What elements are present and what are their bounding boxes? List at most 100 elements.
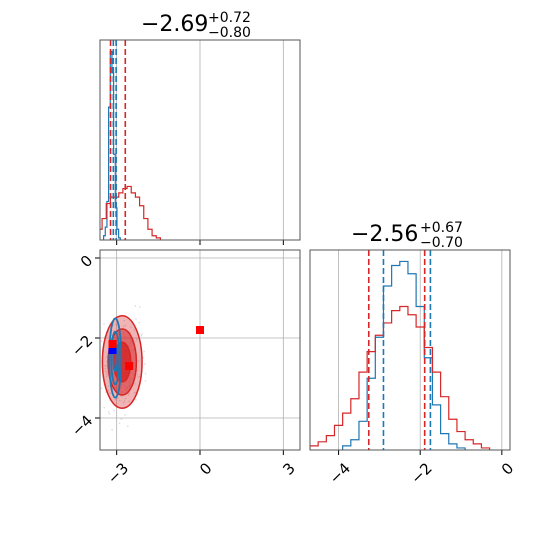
bottom-left-sample-point	[115, 324, 117, 326]
bottom-left-marker-1	[108, 340, 117, 348]
bottom-left-sample-point	[107, 385, 110, 387]
bottom-left-sample-point	[105, 365, 108, 367]
bottom-left-sample-point	[136, 369, 139, 372]
bottom-right-frame	[309, 249, 511, 451]
bottom-left-sample-point	[124, 324, 127, 327]
bottom-left-marker-3	[196, 326, 204, 334]
bottom-left-blue-contour-0	[108, 317, 123, 399]
bottom-left-sample-point	[136, 338, 138, 340]
bottom-left-sample-point	[122, 325, 125, 328]
bottom-left-sample-point	[134, 305, 137, 307]
bottom-left-sample-point	[105, 371, 108, 374]
bottom-left-sample-point	[123, 414, 126, 416]
bottom-left-ytick-label: −2	[68, 332, 96, 360]
bottom-left-sample-point	[107, 411, 110, 413]
bottom-left-sample-point	[127, 394, 130, 396]
bottom-left-ytick-label: −4	[68, 412, 96, 440]
bottom-left-sample-point	[135, 340, 137, 342]
bottom-left-sample-point	[130, 326, 132, 329]
bottom-left-sample-point	[109, 392, 112, 394]
bottom-right-xtick-label: −2	[407, 459, 435, 487]
bottom-left-plot-area	[97, 305, 204, 431]
bottom-left-frame	[99, 249, 301, 451]
bottom-left-sample-point	[114, 398, 117, 401]
bottom-left-sample-point	[118, 422, 121, 425]
bottom-right-series-0	[342, 260, 466, 450]
top-left-title-sup: +0.72	[208, 10, 251, 26]
bottom-left-sample-point	[106, 356, 108, 359]
bottom-left-sample-point	[133, 329, 136, 331]
bottom-left-sample-point	[106, 373, 109, 376]
bottom-left-sample-point	[122, 401, 125, 404]
bottom-left-sample-point	[103, 322, 105, 325]
bottom-right-xtick-label: 0	[498, 459, 517, 478]
bottom-right-title: −2.56 +0.67 −0.70	[351, 220, 463, 251]
bottom-left-sample-point	[144, 363, 146, 365]
bottom-left-sample-point	[144, 372, 147, 375]
bottom-left-sample-point	[120, 395, 123, 398]
top-left-title: −2.69 +0.72 −0.80	[141, 10, 251, 41]
bottom-left-sample-point	[108, 413, 111, 415]
bottom-left-sample-point	[126, 425, 129, 428]
bottom-left-sample-point	[119, 399, 121, 402]
top-left-frame	[99, 39, 301, 241]
bottom-left-sample-point	[112, 330, 115, 332]
bottom-left-sample-point	[140, 334, 143, 337]
bottom-left-sample-point	[128, 400, 130, 402]
bottom-left-sample-point	[123, 319, 126, 322]
bottom-left-sample-point	[103, 406, 106, 409]
bottom-right-xtick-label: −4	[326, 459, 354, 487]
bottom-left-sample-point	[137, 360, 140, 362]
bottom-right-histogram-panel: −4 −2 0	[309, 249, 517, 488]
bottom-left-sample-point	[111, 428, 113, 431]
bottom-left-sample-point	[133, 391, 136, 394]
bottom-right-title-sup: +0.67	[420, 220, 463, 236]
bottom-left-sample-point	[141, 333, 143, 335]
bottom-left-sample-point	[117, 397, 119, 399]
bottom-left-sample-point	[107, 389, 110, 391]
bottom-left-sample-point	[104, 370, 107, 372]
bottom-left-sample-point	[111, 334, 113, 336]
bottom-left-sample-point	[135, 318, 137, 320]
bottom-left-ytick-label: 0	[77, 252, 96, 271]
bottom-left-sample-point	[135, 399, 137, 401]
bottom-left-sample-point	[134, 383, 136, 385]
bottom-left-sample-point	[136, 373, 139, 376]
bottom-left-sample-point	[105, 375, 108, 378]
bottom-left-sample-point	[144, 380, 147, 382]
top-left-plot-area	[100, 40, 162, 240]
top-left-histogram-panel	[99, 39, 301, 245]
bottom-left-sample-point	[104, 364, 106, 367]
bottom-right-title-main: −2.56	[351, 222, 418, 247]
bottom-left-sample-point	[98, 398, 100, 400]
bottom-left-sample-point	[138, 375, 141, 378]
bottom-left-xtick-label: 0	[196, 459, 215, 478]
bottom-right-title-sub: −0.70	[420, 235, 463, 251]
bottom-left-marker-0	[108, 346, 117, 354]
bottom-left-sample-point	[97, 377, 99, 379]
bottom-left-sample-point	[106, 360, 108, 363]
bottom-right-series-1	[310, 305, 491, 450]
bottom-left-contour-panel: −3 0 3 0 −2 −4	[68, 249, 301, 488]
bottom-left-sample-point	[113, 409, 115, 412]
bottom-right-plot-area	[310, 250, 491, 450]
bottom-left-xtick-label: 3	[279, 459, 298, 478]
bottom-left-marker-2	[125, 362, 134, 370]
bottom-left-sample-point	[128, 392, 131, 395]
bottom-left-sample-point	[124, 397, 127, 400]
bottom-left-sample-point	[100, 340, 103, 342]
bottom-left-sample-point	[143, 350, 145, 353]
bottom-left-sample-point	[104, 367, 107, 370]
top-left-title-main: −2.69	[141, 12, 208, 37]
bottom-left-sample-point	[138, 306, 141, 308]
bottom-left-sample-point	[120, 418, 123, 420]
top-left-title-sub: −0.80	[208, 25, 251, 41]
bottom-left-sample-point	[138, 321, 140, 324]
bottom-left-xtick-label: −3	[104, 459, 132, 487]
bottom-left-sample-point	[100, 387, 103, 390]
bottom-left-sample-point	[137, 376, 139, 378]
bottom-left-blue-contour-1	[110, 330, 121, 386]
top-left-series-0	[103, 50, 121, 240]
top-left-series-1	[100, 185, 162, 240]
